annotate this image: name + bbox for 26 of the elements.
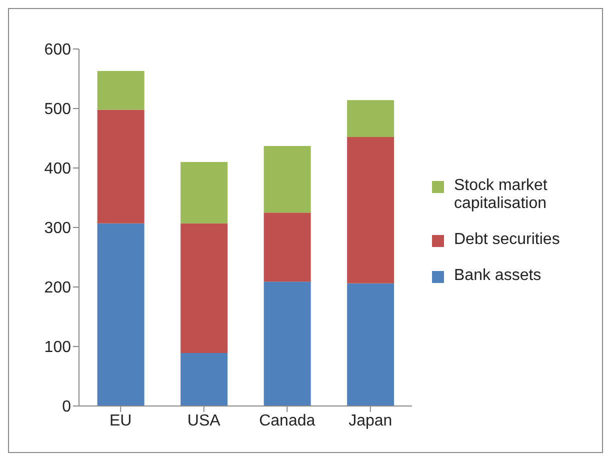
bar <box>97 110 144 224</box>
bar <box>347 137 394 284</box>
x-tick-label: EU <box>110 412 132 430</box>
x-tick-label: Canada <box>259 412 316 430</box>
legend-label: Stock market capitalisation <box>454 176 548 212</box>
y-tick-label: 100 <box>44 339 72 356</box>
bar <box>264 282 311 406</box>
bar <box>180 162 228 224</box>
y-tick-label: 400 <box>44 160 72 178</box>
y-tick-label: 0 <box>62 398 72 416</box>
bar <box>97 71 144 110</box>
y-tick-label: 600 <box>44 42 72 59</box>
bar <box>97 223 144 406</box>
bar <box>180 223 228 354</box>
y-tick-label: 500 <box>44 101 72 118</box>
legend-label: Debt securities <box>454 230 560 248</box>
x-tick-label: Japan <box>348 412 392 430</box>
bar <box>347 283 394 406</box>
y-tick-label: 200 <box>44 280 72 297</box>
bar <box>180 353 228 406</box>
x-tick-label: USA <box>187 412 221 430</box>
legend-label: Bank assets <box>454 266 542 284</box>
y-tick-label: 300 <box>44 220 72 238</box>
bar <box>264 212 311 282</box>
bar <box>347 100 394 138</box>
bar <box>264 146 311 213</box>
